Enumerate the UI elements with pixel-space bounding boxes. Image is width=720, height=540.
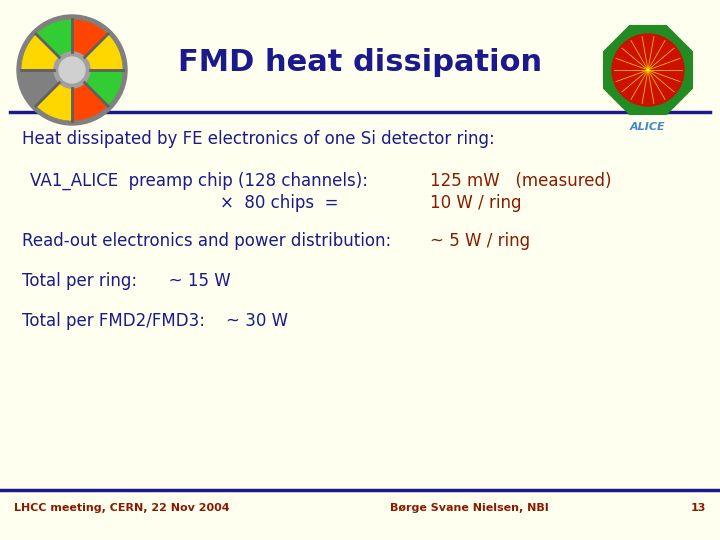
Polygon shape xyxy=(603,26,693,114)
Wedge shape xyxy=(85,70,123,106)
Wedge shape xyxy=(21,34,59,70)
Text: Read-out electronics and power distribution:: Read-out electronics and power distribut… xyxy=(22,232,391,250)
Text: ~ 5 W / ring: ~ 5 W / ring xyxy=(430,232,530,250)
Text: ALICE: ALICE xyxy=(630,122,666,132)
Wedge shape xyxy=(36,83,72,121)
Text: 13: 13 xyxy=(690,503,706,513)
Text: 10 W / ring: 10 W / ring xyxy=(430,194,521,212)
Text: LHCC meeting, CERN, 22 Nov 2004: LHCC meeting, CERN, 22 Nov 2004 xyxy=(14,503,230,513)
Text: 125 mW   (measured): 125 mW (measured) xyxy=(430,172,611,190)
Wedge shape xyxy=(85,34,123,70)
Text: ×  80 chips  =: × 80 chips = xyxy=(220,194,338,212)
Circle shape xyxy=(59,57,85,83)
Text: FMD heat dissipation: FMD heat dissipation xyxy=(178,48,542,77)
Text: Total per FMD2/FMD3:    ~ 30 W: Total per FMD2/FMD3: ~ 30 W xyxy=(22,312,288,330)
Wedge shape xyxy=(21,70,59,106)
Wedge shape xyxy=(72,19,108,57)
Circle shape xyxy=(54,52,90,88)
Text: Børge Svane Nielsen, NBI: Børge Svane Nielsen, NBI xyxy=(390,503,549,513)
Text: VA1_ALICE  preamp chip (128 channels):: VA1_ALICE preamp chip (128 channels): xyxy=(30,172,368,190)
Circle shape xyxy=(612,34,684,106)
Text: Heat dissipated by FE electronics of one Si detector ring:: Heat dissipated by FE electronics of one… xyxy=(22,130,495,148)
Text: Total per ring:      ~ 15 W: Total per ring: ~ 15 W xyxy=(22,272,230,290)
Wedge shape xyxy=(72,83,108,121)
Wedge shape xyxy=(36,19,72,57)
Circle shape xyxy=(17,15,127,125)
